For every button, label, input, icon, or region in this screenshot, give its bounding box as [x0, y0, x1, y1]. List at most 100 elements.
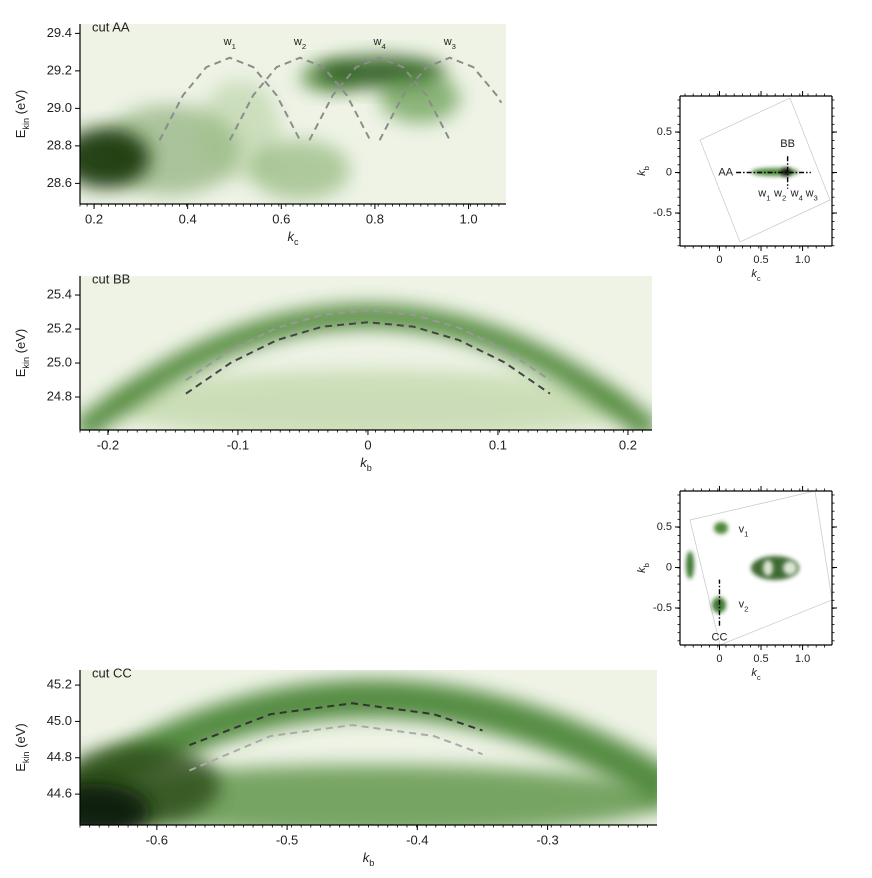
x-tick-label: 1.0 [795, 254, 810, 266]
point-label-part: w [757, 187, 766, 199]
point-label: w3 [805, 187, 818, 202]
y-axis-label-part: E [13, 129, 28, 138]
y-tick-label: 28.6 [47, 175, 72, 190]
x-axis-label-k-part: b [369, 858, 374, 868]
x-tick-label: 0.5 [753, 653, 768, 665]
curve-label: w3 [443, 36, 456, 51]
x-axis-label-k-part: k [360, 455, 368, 470]
y-axis-label-k-part: k [636, 567, 648, 573]
curve-label-part: 2 [302, 41, 306, 50]
x-axis-label-k-part: c [757, 673, 761, 682]
y-axis-label-part: E [13, 368, 28, 377]
panel: 0.2 0.4 0.6 0.8 1.0 28.6 28.8 29.0 29.2 29.4 kc Eki… [13, 19, 506, 247]
x-axis-label-k: kb [360, 455, 372, 473]
y-axis-label: Ekin (eV) [13, 723, 31, 771]
x-axis-label-k: kb [363, 850, 375, 868]
dispersion-curve [308, 56, 451, 141]
intensity-blob [80, 784, 150, 825]
intensity-blob [699, 97, 831, 243]
x-axis-label-k-part: k [751, 268, 757, 280]
dispersion-curve [185, 309, 551, 381]
x-tick-label: 0 [716, 653, 722, 665]
x-axis-label-k-part: c [294, 237, 299, 247]
y-tick-label: 0 [666, 561, 672, 573]
y-axis-label-part: (eV) [13, 723, 28, 751]
point-label: w1 [757, 187, 770, 202]
y-axis-label-part: (eV) [13, 329, 28, 357]
point-label-part: 2 [782, 193, 786, 202]
curve-label-part: w [293, 36, 302, 48]
intensity-blob [380, 73, 460, 123]
dispersion-curve [158, 56, 301, 141]
y-tick-label: 25.0 [47, 354, 72, 369]
x-tick-label: 0.1 [489, 437, 507, 452]
intensity [80, 56, 460, 200]
x-tick-label: 0.8 [366, 211, 384, 226]
y-tick-label: 0 [666, 166, 672, 178]
point-label: w4 [790, 187, 804, 202]
cut-label: BB [780, 138, 795, 150]
x-axis-label-k-part: k [751, 667, 757, 679]
x-axis-label-k: kc [751, 268, 761, 283]
y-tick-label: 25.4 [47, 286, 72, 301]
dispersion-curve [185, 321, 551, 395]
curve-label-part: 3 [452, 41, 456, 50]
y-axis-label-k-part: k [636, 170, 648, 176]
point-label: v1 [739, 523, 749, 538]
intensity-blob [80, 765, 657, 825]
y-axis-label-k: kb [636, 166, 651, 176]
y-tick-label: 0.5 [657, 126, 672, 138]
intensity-blob [250, 140, 350, 200]
point-label-part: 3 [814, 193, 818, 202]
x-tick-label: 1.0 [460, 211, 478, 226]
x-tick-label: 0.5 [753, 254, 768, 266]
y-axis-label-part: kin [21, 751, 31, 763]
dispersion-curve [189, 724, 483, 772]
intensity [80, 304, 652, 430]
intensity [80, 679, 657, 825]
point-label-part: 1 [766, 193, 770, 202]
x-tick-label: -0.4 [406, 832, 428, 847]
x-tick-label: -0.3 [536, 832, 558, 847]
y-tick-label: 29.0 [47, 100, 72, 115]
y-tick-label: 44.6 [47, 786, 72, 801]
intensity-blob [110, 370, 630, 430]
point-label-part: 2 [744, 604, 748, 613]
curve-label-part: w [372, 36, 381, 48]
y-axis-label-part: kin [21, 118, 31, 130]
curve-label-part: w [223, 36, 232, 48]
y-axis-label-part: (eV) [13, 90, 28, 118]
point-label-part: 1 [744, 529, 748, 538]
curve-label: w1 [223, 36, 236, 51]
x-axis-label-k-part: b [367, 463, 372, 473]
y-axis-label: Ekin (eV) [13, 90, 31, 138]
y-tick-label: -0.5 [653, 602, 672, 614]
panel: -0.6 -0.5 -0.4 -0.3 44.6 44.8 45.0 45.2 kb Ekin (… [13, 665, 657, 868]
y-tick-label: 29.2 [47, 62, 72, 77]
x-tick-label: 0.2 [85, 211, 103, 226]
panel-title: cut AA [92, 19, 130, 34]
intensity-blob [714, 522, 728, 534]
y-tick-label: 45.0 [47, 713, 72, 728]
y-axis-label-k-part: b [642, 563, 651, 567]
curve-label-part: 4 [381, 41, 386, 50]
point-label-part: v [739, 599, 745, 611]
x-tick-label: 0.2 [619, 437, 637, 452]
intensity-blob [783, 561, 797, 575]
x-tick-label: -0.6 [146, 832, 168, 847]
y-tick-label: 0.5 [657, 521, 672, 533]
x-tick-label: 0.6 [272, 211, 290, 226]
dispersion-curve [228, 56, 372, 141]
x-axis-label-k: kc [751, 667, 761, 682]
x-axis-label-k: kc [287, 229, 299, 247]
y-tick-label: 44.8 [47, 749, 72, 764]
y-axis-label-part: kin [21, 357, 31, 369]
y-tick-label: 25.2 [47, 320, 72, 335]
y-axis-label-k: kb [636, 563, 651, 573]
intensity-blob [689, 491, 832, 645]
point-label: w2 [773, 187, 786, 202]
dispersion-curve [189, 702, 483, 746]
